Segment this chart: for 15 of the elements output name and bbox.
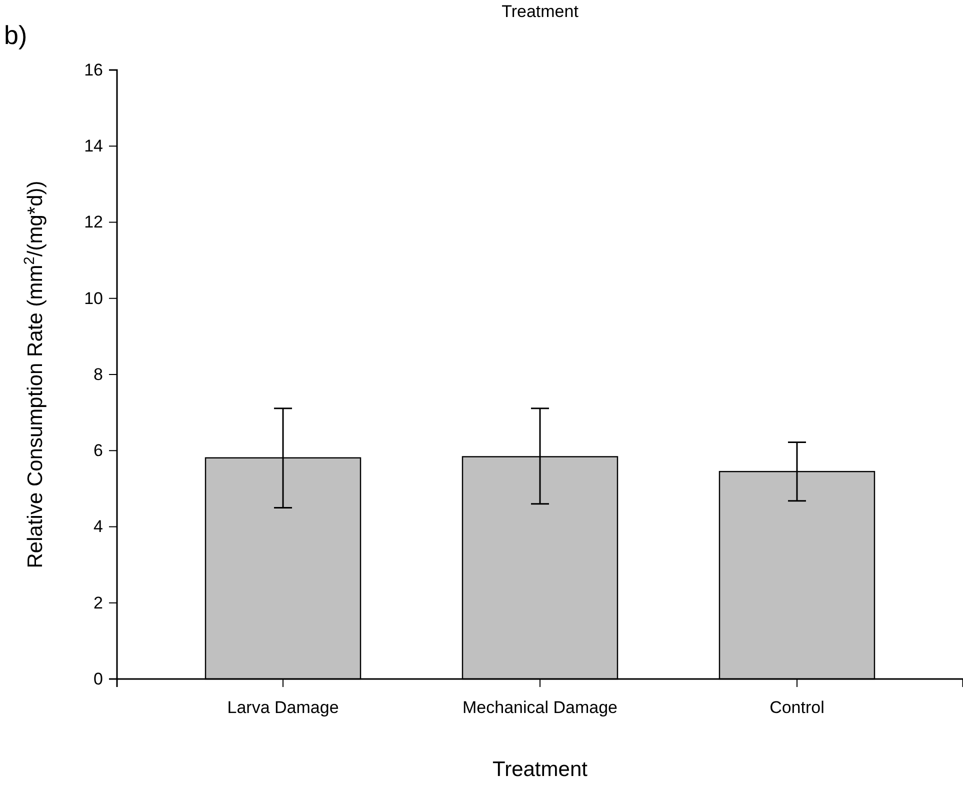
y-tick-label: 0 (94, 669, 103, 688)
y-tick-label: 10 (84, 288, 103, 308)
y-tick-label: 12 (84, 212, 103, 232)
x-axis-title: Treatment (492, 758, 588, 781)
y-tick-label: 8 (94, 364, 103, 384)
x-tick-label: Control (770, 698, 824, 718)
y-tick-label: 4 (94, 517, 103, 536)
y-tick-label: 2 (94, 593, 103, 612)
x-tick-label: Larva Damage (227, 698, 339, 718)
y-tick-label: 6 (94, 441, 103, 460)
y-tick-label: 16 (84, 60, 103, 80)
text: b) (4, 20, 28, 50)
x-tick-label: Mechanical Damage (462, 698, 618, 718)
chart-title: Treatment (502, 2, 579, 21)
y-tick-label: 14 (84, 136, 103, 156)
